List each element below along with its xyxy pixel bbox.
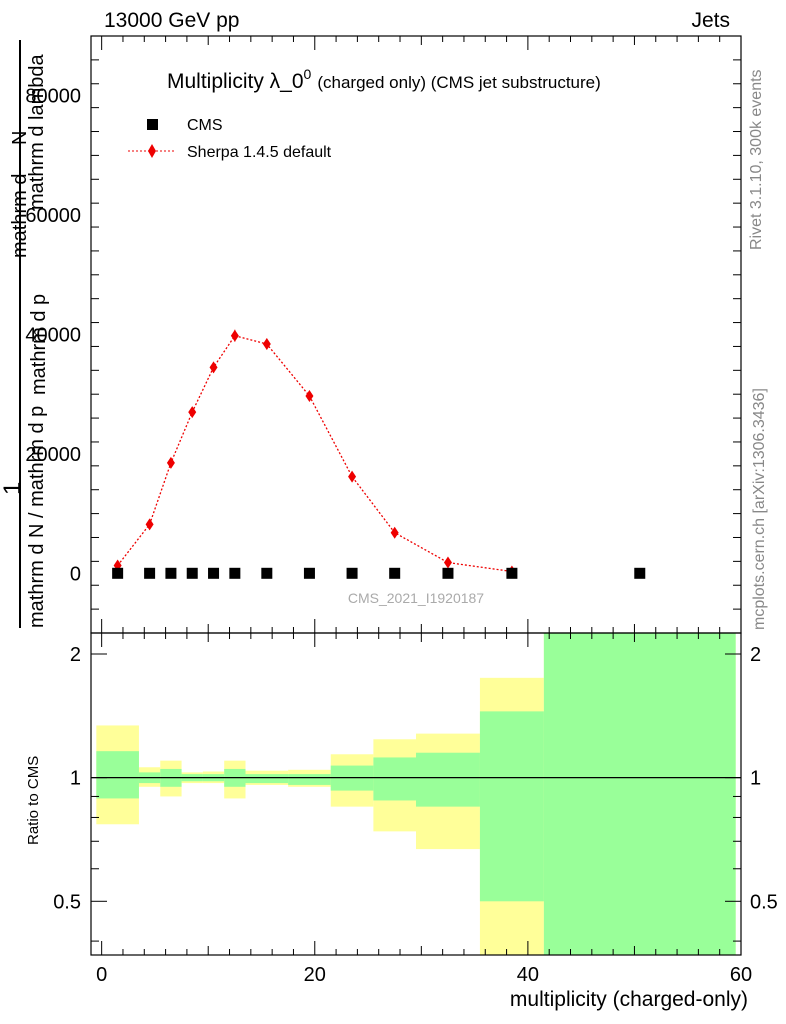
legend-sherpa-label: Sherpa 1.4.5 default: [187, 144, 332, 161]
x-tick-label: 40: [517, 964, 539, 986]
sherpa-line: [117, 334, 512, 573]
header-right: Jets: [691, 9, 730, 32]
sherpa-point: [166, 456, 175, 469]
ratio-band-inner: [373, 757, 416, 801]
ratio-band-inner: [416, 752, 480, 807]
plot-elements: 0 20 40 60 0 20000 40000 60000 80000 0.5 0.5 1 1 2 2: [25, 35, 778, 986]
x-tick-label: 60: [730, 964, 752, 986]
ylabel-part-1: mathrm d N / mathrm d p: [26, 406, 48, 628]
cms-point: [442, 567, 454, 579]
cms-point: [165, 567, 177, 579]
watermark: CMS_2021_I1920187: [348, 590, 484, 606]
sherpa-point: [305, 389, 314, 402]
main-panel: Multiplicity λ_00 (charged only) (CMS jet…: [0, 40, 601, 628]
cms-point: [389, 567, 401, 579]
ratio-y-tick-label: 0.5: [53, 891, 81, 913]
cms-point: [346, 567, 358, 579]
y-tick-label: 20000: [25, 444, 81, 466]
sherpa-point: [145, 518, 154, 531]
ratio-y-tick-label-right: 0.5: [750, 891, 778, 913]
cms-point: [208, 567, 220, 579]
ylabel-part-3: mathrm d lambda: [26, 54, 48, 210]
sherpa-point: [348, 470, 357, 483]
ratio-y-tick-label: 2: [70, 644, 81, 666]
cms-point: [229, 567, 241, 579]
ratio-frame: [90, 632, 742, 956]
rivet-label: Rivet 3.1.10, 300k events: [748, 69, 765, 250]
mcplots-label: mcplots.cern.ch [arXiv:1306.3436]: [751, 388, 768, 630]
ratio-band-inner: [245, 774, 289, 784]
legend-sherpa-marker: [148, 144, 156, 158]
legend-cms-marker: [147, 119, 158, 130]
sherpa-point: [188, 406, 197, 419]
y-tick-label: 0: [70, 563, 81, 585]
ratio-y-tick-label-right: 1: [750, 768, 761, 790]
y-tick-label: 60000: [25, 205, 81, 227]
x-tick-label: 20: [304, 964, 326, 986]
ratio-ylabel: Ratio to CMS: [25, 756, 42, 845]
ylabel-part-2: mathrm d p: [28, 294, 50, 395]
sherpa-point: [262, 338, 271, 351]
sherpa-point: [443, 556, 452, 569]
x-tick-label: 0: [96, 964, 107, 986]
sherpa-point: [230, 329, 239, 342]
cms-point: [112, 567, 124, 579]
y-tick-label: 80000: [25, 86, 81, 108]
ratio-y-tick-label: 1: [70, 768, 81, 790]
ratio-band-inner: [96, 751, 139, 799]
ylabel-part-6: 1: [0, 482, 26, 495]
cms-point: [506, 567, 518, 579]
cms-point: [634, 567, 646, 579]
cms-point: [303, 567, 315, 579]
cms-point: [186, 567, 198, 579]
sherpa-point: [390, 526, 399, 539]
header-left: 13000 GeV pp: [104, 9, 239, 32]
cms-point: [144, 567, 156, 579]
ratio-band-inner: [479, 711, 544, 902]
legend-cms-label: CMS: [187, 117, 223, 134]
cms-point: [261, 567, 273, 579]
ratio-y-tick-label-right: 2: [750, 644, 761, 666]
ratio-band-inner: [288, 774, 331, 785]
sherpa-point: [209, 361, 218, 374]
xlabel: multiplicity (charged-only): [510, 988, 748, 1011]
y-tick-label: 40000: [25, 325, 81, 347]
ratio-band-inner: [543, 633, 736, 955]
chart-title: Multiplicity λ_00 (charged only) (CMS jet…: [167, 66, 601, 93]
